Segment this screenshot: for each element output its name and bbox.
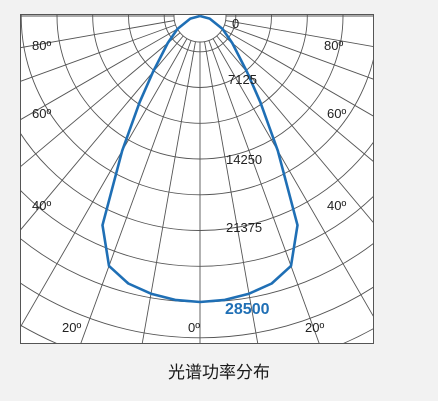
grid-spoke <box>20 15 201 83</box>
grid-spoke <box>199 15 374 225</box>
series-point <box>150 293 152 295</box>
angle-tick-label: 20º <box>305 320 324 335</box>
series-point <box>108 265 110 267</box>
angle-tick-label: 80º <box>324 38 343 53</box>
grid-spoke <box>20 15 201 168</box>
series-point <box>296 224 299 226</box>
angle-tick-label: 40º <box>32 198 51 213</box>
series-point <box>277 150 279 152</box>
series-point <box>121 150 123 152</box>
radial-tick-label: 0 <box>232 16 239 31</box>
series-point <box>167 42 169 44</box>
radial-tick-label: 21375 <box>226 220 262 235</box>
radial-tick-label: 28500 <box>225 301 270 318</box>
grid-spoke <box>20 15 201 232</box>
series-point <box>139 101 141 103</box>
grid-spoke <box>20 15 201 329</box>
series-point <box>174 299 176 301</box>
radial-tick-label: 14250 <box>226 152 262 167</box>
series-point <box>152 71 154 73</box>
series-point <box>222 28 224 30</box>
series-point <box>199 15 201 17</box>
series-point <box>176 28 178 30</box>
chart-caption: 光谱功率分布 <box>168 363 270 382</box>
polar-plot: 80º 80º 60º 60º 40º 40º 20º 0º 20º 0 7125 14250 2137… <box>20 14 374 344</box>
grid-spoke <box>141 15 201 344</box>
series-point <box>231 42 233 44</box>
series-point <box>199 301 201 303</box>
series-point <box>224 299 226 301</box>
grid-spoke <box>199 15 374 319</box>
series-point <box>189 18 191 20</box>
series-point <box>209 18 211 20</box>
grid-ring <box>20 237 374 303</box>
angle-tick-label: 60º <box>327 106 346 121</box>
grid-spoke <box>20 15 201 121</box>
plot-border <box>20 14 374 344</box>
series-point <box>127 282 129 285</box>
angle-tick-label: 80º <box>32 38 51 53</box>
angle-tick-label: 40º <box>327 198 346 213</box>
grid-spoke <box>80 15 201 344</box>
grid-spoke <box>199 15 374 80</box>
series-point <box>246 71 248 73</box>
grid-spoke <box>199 15 259 344</box>
grid-spoke <box>199 15 374 163</box>
angle-tick-label: 60º <box>32 106 51 121</box>
series-point <box>101 224 104 226</box>
grid-ring <box>20 324 374 344</box>
angle-tick-label: 20º <box>62 320 81 335</box>
series-point <box>290 265 292 267</box>
angle-tick-label: 0º <box>188 320 200 335</box>
series-point <box>271 282 273 285</box>
series-point <box>259 101 261 103</box>
grid-spoke <box>199 15 374 48</box>
grid-spoke <box>199 15 374 117</box>
grid-spoke <box>20 15 201 49</box>
series-point <box>248 293 250 295</box>
grid-spoke <box>199 15 320 344</box>
radial-tick-label: 7125 <box>228 72 257 87</box>
plot-frame: 80º 80º 60º 60º 40º 40º 20º 0º 20º 0 7125 14250 2137… <box>20 14 374 344</box>
